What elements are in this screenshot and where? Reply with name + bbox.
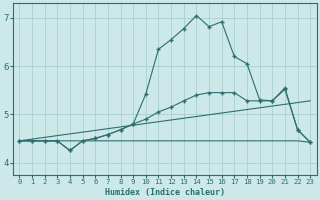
X-axis label: Humidex (Indice chaleur): Humidex (Indice chaleur) <box>105 188 225 197</box>
